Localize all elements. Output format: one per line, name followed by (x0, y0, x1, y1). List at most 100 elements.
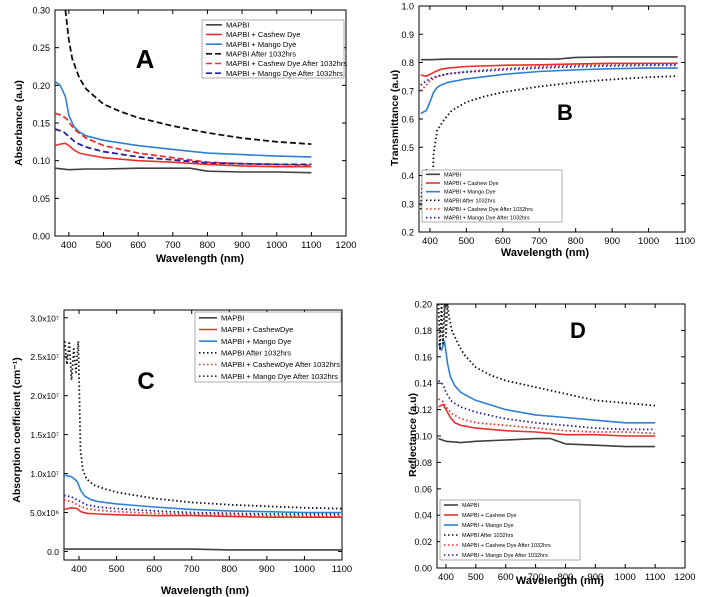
y-tick-label: 0.06 (414, 484, 432, 494)
x-tick-label: 600 (130, 240, 146, 251)
y-tick-label: 0.7 (401, 86, 414, 96)
y-tick-label: 0.16 (414, 352, 432, 362)
legend-label: MAPBI + Mango Dye (462, 523, 514, 529)
x-tick-label: 700 (531, 236, 547, 247)
series-line-3 (420, 67, 678, 115)
legend-label: MAPBI After 1032hrs (444, 198, 496, 204)
legend-box (421, 169, 563, 223)
series-line-2 (55, 142, 312, 168)
x-tick-label: 400 (438, 572, 454, 583)
panel-letter: B (557, 100, 573, 125)
series-line-3 (437, 340, 656, 424)
legend-label: MAPBI + Mango Dye After 1032hrs (462, 553, 548, 559)
legend-label: MAPBI + Mango Dye (226, 40, 296, 49)
y-tick-label: 0.14 (414, 379, 432, 389)
legend: MAPBI MAPBI + Cashew Dye MAPBI + Mango Dye… (439, 499, 581, 561)
x-tick-label: 1000 (266, 240, 287, 251)
x-axis-label: Wavelength (nm) (156, 253, 245, 265)
y-tick-label: 0.9 (401, 30, 414, 40)
y-tick-label: 5.0x10⁶ (30, 508, 59, 518)
y-tick-label: 3.0x10⁷ (30, 313, 59, 323)
x-tick-label: 800 (221, 564, 237, 575)
panel-letter: D (570, 318, 586, 343)
x-tick-label: 700 (165, 240, 181, 251)
panel-b: 400 500 600 700 800 900 1000 1100 0.2 0.3 0.4 0.5 0.… (389, 2, 695, 260)
x-tick-label: 1000 (638, 236, 659, 247)
legend-label: MAPBI + Cashew Dye After 1032hrs (226, 59, 347, 68)
panel-a: 400 500 600 700 800 900 1000 1100 1200 0.00 0.05 0.… (13, 6, 357, 266)
y-axis-label: Absorbance (a.u) (13, 80, 25, 166)
legend-box (439, 499, 581, 561)
legend-label: MAPBI After 1032hrs (462, 533, 514, 539)
series-line-1 (420, 56, 678, 61)
y-tick-label: 0.5 (401, 143, 414, 153)
x-tick-label: 1100 (675, 236, 695, 247)
y-tick-label: 0.15 (32, 119, 50, 129)
y-tick-label: 0.18 (414, 326, 432, 336)
y-tick-label: 0.0 (47, 547, 59, 557)
x-tick-label: 1100 (332, 564, 352, 575)
series-line-3 (55, 80, 312, 158)
y-axis-label: Reflectance (a.u) (407, 393, 419, 477)
series-line-5 (55, 112, 312, 167)
x-tick-label: 800 (558, 572, 574, 583)
y-tick-label: 2.5x10⁷ (30, 352, 59, 362)
series-line-4 (437, 304, 656, 407)
legend-label: MAPBI + Mango Dye After 1032hrs (221, 372, 338, 381)
x-tick-label: 500 (458, 236, 474, 247)
x-tick-label: 900 (259, 564, 275, 575)
y-tick-label: 0.10 (414, 432, 432, 442)
series-line-2 (64, 506, 342, 519)
legend-label: MAPBI + Mango Dye (221, 337, 291, 346)
y-tick-label: 0.00 (414, 564, 432, 574)
series-line-6 (420, 64, 678, 86)
series-line-1 (64, 548, 342, 551)
x-tick-label: 1000 (294, 564, 315, 575)
x-axis-label: Wavelength (nm) (516, 575, 605, 587)
series-line-6 (437, 379, 656, 431)
y-tick-label: 2.0x10⁷ (30, 391, 59, 401)
series-line-3 (64, 474, 342, 514)
legend-label: MAPBI + Cashew Dye (462, 513, 517, 519)
panel-c: 400 500 600 700 800 900 1000 1100 0.0 5.0x10⁶ 1.0x… (11, 309, 352, 597)
legend: MAPBI MAPBI + CashewDye MAPBI + Mango Dye M… (194, 311, 342, 383)
x-tick-label: 600 (495, 236, 511, 247)
x-tick-label: 400 (422, 236, 438, 247)
legend-label: MAPBI + CashewDye (221, 325, 293, 334)
x-tick-label: 500 (468, 572, 484, 583)
y-tick-label: 0.10 (32, 156, 50, 166)
y-tick-label: 0.3 (401, 199, 414, 209)
legend-label: MAPBI + Mango Dye After 1032hrs (444, 216, 530, 222)
series-line-5 (64, 499, 342, 517)
series-line-2 (438, 403, 656, 437)
x-tick-label: 1200 (674, 572, 695, 583)
x-tick-label: 900 (234, 240, 250, 251)
series-group (64, 340, 342, 551)
x-tick-label: 500 (96, 240, 112, 251)
legend-box (194, 311, 342, 383)
y-tick-label: 0.8 (401, 58, 414, 68)
y-tick-label: 0.6 (401, 115, 414, 125)
legend-box (201, 19, 345, 79)
y-tick-label: 0.12 (414, 405, 432, 415)
y-tick-label: 1.0x10⁷ (30, 469, 59, 479)
series-line-4 (64, 10, 312, 145)
x-tick-label: 600 (146, 564, 162, 575)
series-group (55, 10, 312, 174)
legend-label: MAPBI + Cashew Dye (444, 181, 499, 187)
x-tick-label: 900 (587, 572, 603, 583)
x-tick-label: 400 (61, 240, 77, 251)
series-line-6 (64, 494, 342, 515)
panel-letter: A (136, 44, 155, 74)
panel-letter: C (137, 368, 154, 395)
legend-label: MAPBI (226, 20, 249, 29)
legend: MAPBI MAPBI + Cashew Dye MAPBI + Mango Dye… (421, 169, 563, 223)
x-tick-label: 700 (528, 572, 544, 583)
series-line-6 (55, 128, 312, 166)
y-tick-label: 0.20 (32, 81, 50, 91)
series-line-1 (438, 437, 656, 448)
legend-label: MAPBI After 1032hrs (221, 348, 291, 357)
legend-label: MAPBI After 1032hrs (226, 49, 296, 58)
y-tick-label: 0.08 (414, 458, 432, 468)
